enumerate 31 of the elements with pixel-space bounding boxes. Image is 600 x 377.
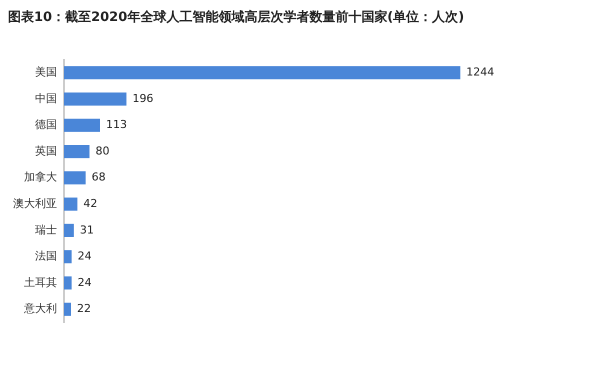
chart-title: 图表10：截至2020年全球人工智能领域高层次学者数量前十国家(单位：人次) — [8, 8, 464, 26]
y-tick-label: 意大利 — [23, 302, 57, 316]
bar — [64, 302, 72, 316]
y-tick-label: 英国 — [35, 144, 57, 158]
bar — [64, 276, 72, 290]
data-label: 31 — [80, 223, 94, 236]
bar — [64, 224, 74, 237]
data-label: 42 — [83, 197, 98, 210]
data-label: 68 — [92, 170, 106, 184]
bar — [64, 92, 126, 106]
data-label: 113 — [106, 118, 127, 132]
y-tick-label: 法国 — [35, 250, 57, 263]
y-tick-label: 澳大利亚 — [13, 197, 57, 210]
data-label: 24 — [78, 250, 92, 263]
data-label: 1244 — [466, 66, 494, 79]
y-tick-label: 美国 — [35, 66, 57, 79]
bar — [64, 66, 460, 80]
y-tick-label: 德国 — [35, 118, 57, 132]
data-label: 24 — [78, 276, 92, 289]
bar — [64, 250, 72, 264]
bar — [64, 145, 90, 158]
bar — [64, 198, 78, 211]
data-label: 80 — [95, 144, 110, 158]
bar — [64, 171, 86, 184]
y-tick-label: 瑞士 — [35, 223, 57, 236]
y-tick-label: 加拿大 — [24, 170, 57, 184]
bar — [64, 118, 100, 132]
data-label: 22 — [77, 302, 92, 316]
y-tick-label: 中国 — [35, 92, 57, 105]
y-tick-label: 土耳其 — [24, 276, 57, 289]
data-label: 196 — [132, 92, 154, 105]
